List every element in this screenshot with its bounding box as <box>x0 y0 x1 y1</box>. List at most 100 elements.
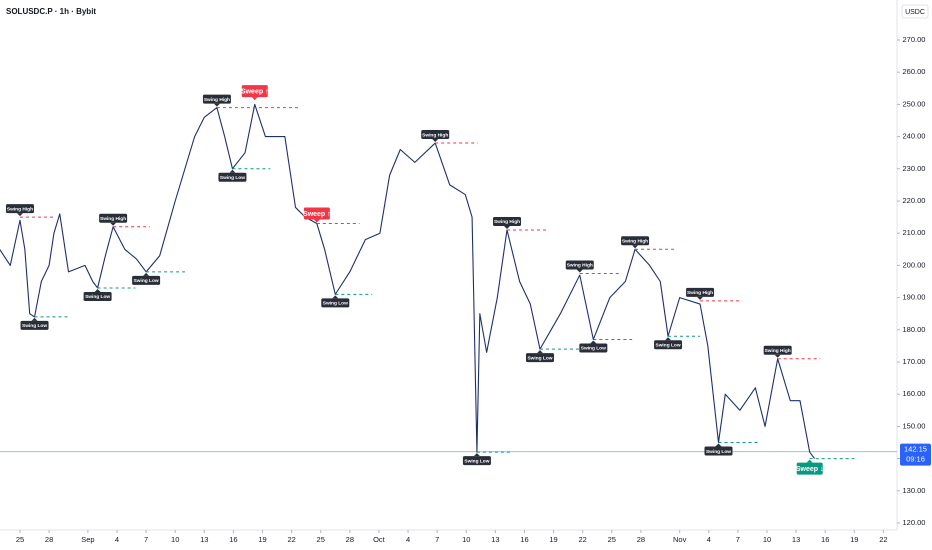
y-tick-label: 190.00 <box>903 293 926 302</box>
annotation-label: Swing High <box>622 239 648 245</box>
annotation-box <box>303 207 330 220</box>
y-tick-label: 270.00 <box>903 35 926 44</box>
x-tick-label: 7 <box>736 535 740 544</box>
annotation-box <box>99 213 128 223</box>
annotation-label: Sweep ↑ <box>303 211 331 218</box>
y-tick-label: 130.00 <box>903 486 926 495</box>
x-tick-label: Oct <box>373 535 386 544</box>
last-price-label: 142.15 <box>904 445 927 454</box>
annotation-box <box>704 446 733 456</box>
label-pointer <box>665 337 672 341</box>
y-tick-label: 170.00 <box>903 357 926 366</box>
annotation-box <box>218 172 247 182</box>
label-pointer <box>110 222 117 226</box>
y-tick-label: 240.00 <box>903 132 926 141</box>
x-tick-label: 19 <box>549 535 557 544</box>
annotation-label: Swing High <box>7 206 33 212</box>
annotation-label: Sweep ↑ <box>241 89 269 96</box>
x-tick-label: 25 <box>317 535 325 544</box>
label-pointer <box>590 340 597 344</box>
x-tick-label: 13 <box>792 535 800 544</box>
annotation-label: Sweep ↓ <box>796 466 824 473</box>
annotation-label: Swing Low <box>85 294 110 300</box>
annotation-box <box>321 298 350 308</box>
y-tick-label: 150.00 <box>903 421 926 430</box>
x-tick-label: 13 <box>200 535 208 544</box>
label-pointer <box>806 459 813 463</box>
label-pointer <box>576 269 583 273</box>
annotation-box <box>763 345 792 355</box>
annotation-box <box>686 287 715 297</box>
x-tick-label: 4 <box>115 535 119 544</box>
x-tick-label: 19 <box>850 535 858 544</box>
label-pointer <box>632 245 639 249</box>
y-tick-label: 120.00 <box>903 518 926 527</box>
x-tick-label: 16 <box>821 535 829 544</box>
x-tick-label: 10 <box>763 535 771 544</box>
annotation-label: Swing Low <box>706 449 731 455</box>
x-tick-label: 7 <box>144 535 148 544</box>
annotation-label: Swing High <box>687 290 713 296</box>
x-tick-label: 28 <box>346 535 354 544</box>
label-pointer <box>251 97 258 101</box>
label-pointer <box>697 296 704 300</box>
annotation-label: Swing High <box>494 219 520 225</box>
annotation-label: Swing High <box>765 348 791 354</box>
x-tick-label: Sep <box>81 535 94 544</box>
label-pointer <box>31 317 38 321</box>
annotation-box <box>462 456 491 466</box>
annotation-box <box>796 462 823 475</box>
annotation-label: Swing Low <box>134 278 159 284</box>
x-tick-label: 10 <box>171 535 179 544</box>
annotation-label: Swing High <box>567 263 593 269</box>
annotation-box <box>5 204 34 214</box>
annotation-label: Swing Low <box>323 301 348 307</box>
y-tick-label: 220.00 <box>903 196 926 205</box>
x-tick-label: 22 <box>879 535 887 544</box>
y-tick-label: 210.00 <box>903 228 926 237</box>
label-pointer <box>715 443 722 447</box>
annotation-box <box>20 320 49 330</box>
annotation-box <box>493 216 521 226</box>
label-pointer <box>16 213 23 217</box>
y-tick-label: 250.00 <box>903 99 926 108</box>
label-pointer <box>213 103 220 107</box>
x-tick-label: 28 <box>45 535 53 544</box>
annotation-label: Swing High <box>100 216 126 222</box>
annotation-label: Swing Low <box>220 175 245 181</box>
annotation-box <box>421 130 450 140</box>
x-tick-label: 22 <box>578 535 586 544</box>
label-pointer <box>774 354 781 358</box>
annotation-label: Swing Low <box>22 323 47 329</box>
annotation-box <box>565 260 594 270</box>
y-tick-label: 260.00 <box>903 67 926 76</box>
label-pointer <box>432 139 439 143</box>
x-tick-label: Nov <box>673 535 687 544</box>
annotation-box <box>525 353 554 363</box>
y-tick-label: 230.00 <box>903 164 926 173</box>
x-tick-label: 25 <box>608 535 616 544</box>
x-tick-label: 4 <box>406 535 410 544</box>
x-tick-label: 13 <box>491 535 499 544</box>
last-price-box <box>900 443 931 466</box>
x-tick-label: 22 <box>287 535 295 544</box>
annotation-label: Swing Low <box>527 355 552 361</box>
annotation-box <box>132 275 161 285</box>
label-pointer <box>94 288 101 292</box>
annotation-label: Swing High <box>422 132 448 138</box>
annotation-label: Swing Low <box>581 346 606 352</box>
annotation-label: Swing Low <box>656 343 681 349</box>
currency-label: USDC <box>905 9 925 16</box>
x-tick-label: 25 <box>16 535 24 544</box>
x-tick-label: 4 <box>707 535 711 544</box>
label-pointer <box>143 272 150 276</box>
annotation-box <box>621 236 650 246</box>
annotation-label: Swing Low <box>464 458 489 464</box>
y-tick-label: 200.00 <box>903 260 926 269</box>
x-tick-label: 7 <box>435 535 439 544</box>
x-tick-label: 19 <box>258 535 266 544</box>
annotation-box <box>579 343 608 353</box>
label-pointer <box>313 219 320 223</box>
